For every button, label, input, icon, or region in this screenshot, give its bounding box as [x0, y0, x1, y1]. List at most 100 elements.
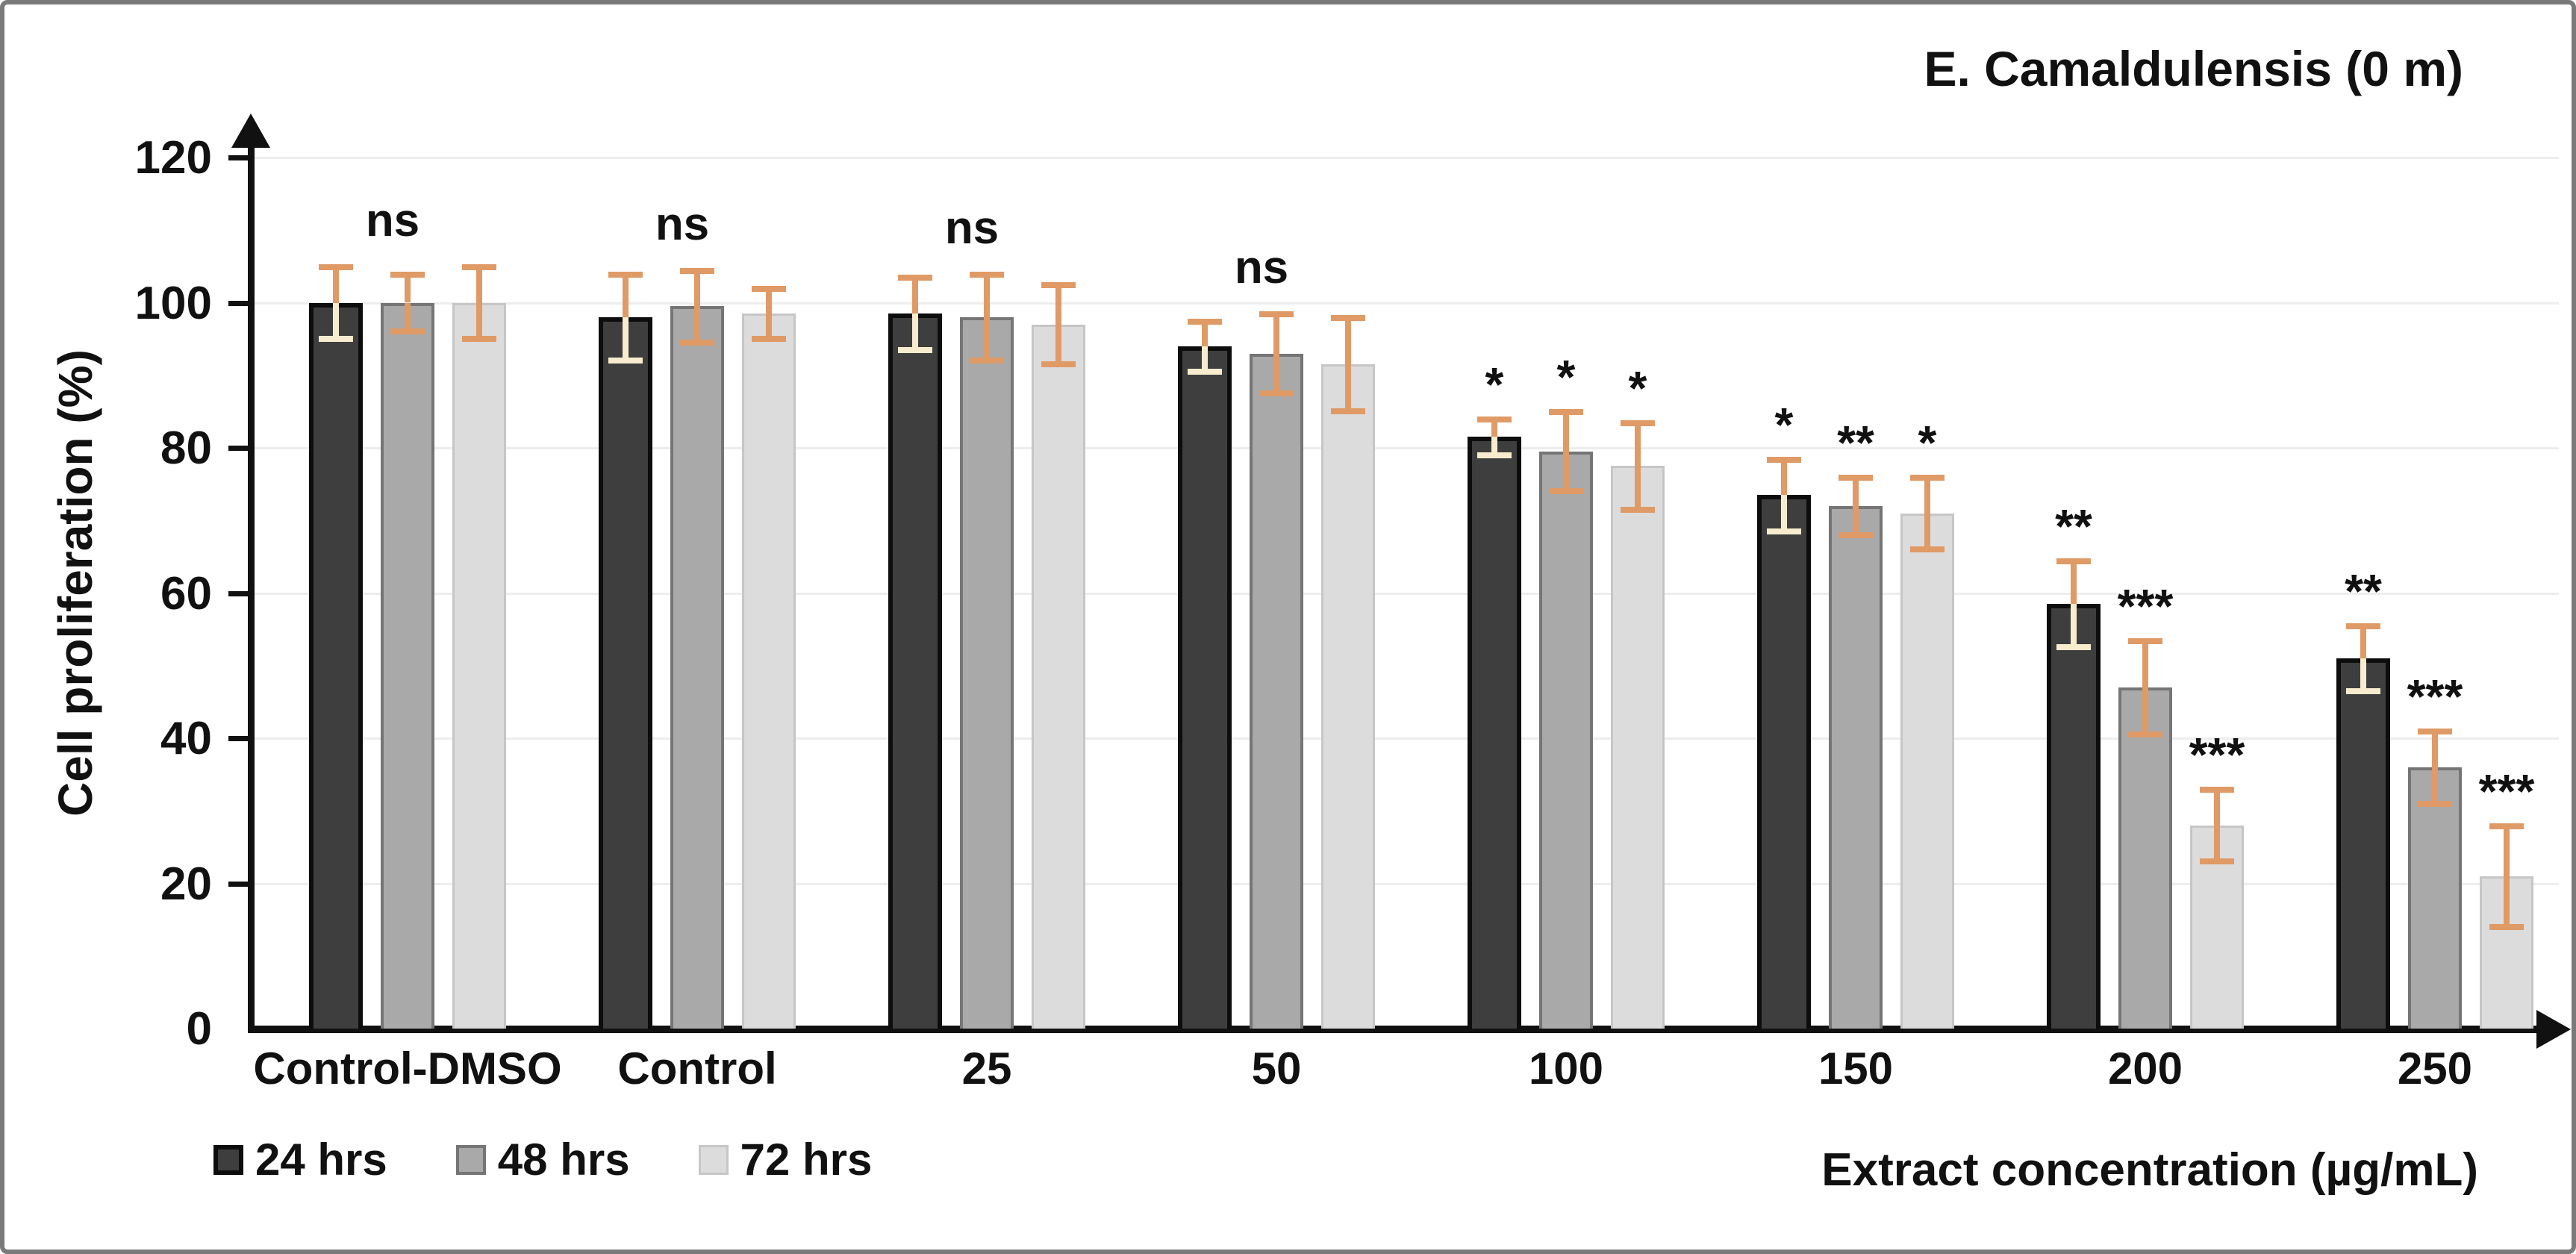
- error-bar-cap-bottom: [1188, 368, 1222, 375]
- bar-24hrs-Control: [599, 316, 652, 1029]
- error-bar-upper: [1563, 411, 1569, 452]
- error-bar-lower: [1781, 495, 1787, 531]
- x-tick-label: 50: [1251, 1044, 1302, 1094]
- gridline: [251, 882, 2559, 885]
- error-bar-lower: [912, 314, 918, 350]
- error-bar-lower: [623, 316, 629, 361]
- error-bar-upper: [405, 273, 411, 303]
- error-bar-upper: [2360, 626, 2366, 658]
- x-axis-title: Extract concentration (µg/mL): [1821, 1144, 2478, 1196]
- bar-48hrs-100: [1539, 451, 1593, 1029]
- error-bar-cap-top: [2128, 637, 2162, 644]
- error-bar-cap-bottom: [2128, 732, 2162, 738]
- y-tick: [228, 300, 251, 306]
- gridline: [251, 592, 2559, 595]
- error-bar-upper: [1055, 284, 1061, 325]
- bar-48hrs-50: [1250, 353, 1303, 1029]
- bar-48hrs-Control: [670, 306, 724, 1029]
- legend-swatch-icon: [698, 1145, 729, 1175]
- error-bar-cap-bottom: [608, 358, 643, 364]
- error-bar-upper: [2432, 731, 2438, 767]
- error-bar-lower: [2071, 604, 2077, 648]
- error-bar-cap-bottom: [1549, 488, 1583, 495]
- significance-stars: **: [1837, 415, 1874, 470]
- legend-label: 72 hrs: [740, 1135, 873, 1185]
- significance-stars: ***: [2407, 670, 2463, 724]
- error-bar-cap-bottom: [970, 358, 1004, 364]
- bar-72hrs-25: [1032, 324, 1085, 1029]
- error-bar-cap-top: [390, 271, 425, 278]
- error-bar-cap-bottom: [319, 336, 353, 343]
- bar-24hrs-25: [888, 314, 942, 1029]
- y-tick-label: 120: [134, 132, 212, 184]
- gridline: [251, 157, 2559, 159]
- y-tick: [228, 446, 251, 451]
- error-bar-lower: [2504, 876, 2510, 927]
- error-bar-lower: [1853, 505, 1859, 535]
- error-bar-lower: [1491, 437, 1497, 455]
- y-tick: [228, 590, 251, 596]
- y-tick: [228, 155, 251, 160]
- error-bar-cap-top: [1041, 282, 1076, 289]
- x-axis-line: [248, 1026, 2536, 1033]
- y-tick: [228, 736, 251, 741]
- plot-area: 0 20 40 60 80 100 120 ns Control-DMSO ns Control ns…: [4, 4, 2572, 1250]
- x-tick-label: Control: [617, 1044, 777, 1094]
- legend-swatch-icon: [455, 1145, 486, 1175]
- significance-stars: ***: [2478, 764, 2535, 818]
- legend-label: 48 hrs: [497, 1135, 630, 1185]
- y-tick: [228, 881, 251, 887]
- significance-ns: ns: [1234, 242, 1289, 294]
- error-bar-upper: [333, 266, 339, 303]
- error-bar-lower: [405, 302, 411, 332]
- x-tick-label: Control-DMSO: [253, 1044, 562, 1094]
- error-bar-lower: [984, 316, 990, 361]
- error-bar-cap-top: [1259, 311, 1294, 318]
- error-bar-cap-bottom: [2056, 644, 2091, 651]
- legend-label: 24 hrs: [255, 1135, 387, 1185]
- significance-stars: ***: [2117, 578, 2174, 633]
- error-bar-cap-bottom: [2418, 800, 2452, 807]
- error-bar-cap-top: [2489, 823, 2524, 829]
- error-bar-cap-top: [319, 263, 353, 270]
- error-bar-lower: [2214, 825, 2220, 862]
- error-bar-cap-bottom: [1477, 452, 1512, 458]
- error-bar-lower: [2432, 767, 2438, 804]
- error-bar-cap-top: [2200, 787, 2234, 793]
- significance-stars: *: [1556, 350, 1576, 405]
- error-bar-cap-bottom: [1839, 531, 1873, 538]
- significance-stars: *: [1918, 415, 1937, 470]
- x-tick-label: 150: [1818, 1044, 1894, 1094]
- bar-72hrs-50: [1321, 364, 1375, 1029]
- error-bar-upper: [2504, 825, 2510, 876]
- bar-48hrs-150: [1829, 505, 1883, 1029]
- bar-24hrs-250: [2336, 658, 2390, 1029]
- error-bar-cap-top: [2346, 623, 2380, 630]
- bar-72hrs-100: [1611, 466, 1665, 1029]
- significance-stars: *: [1628, 361, 1647, 415]
- error-bar-lower: [766, 314, 772, 340]
- error-bar-cap-bottom: [1259, 390, 1294, 397]
- gridline: [251, 447, 2559, 449]
- bar-72hrs-150: [1900, 513, 1954, 1029]
- error-bar-upper: [766, 288, 772, 314]
- error-bar-lower: [1202, 346, 1208, 372]
- error-bar-cap-top: [1549, 409, 1583, 416]
- x-tick-label: 100: [1528, 1044, 1604, 1094]
- error-bar-upper: [1924, 476, 1930, 514]
- bar-72hrs-200: [2190, 825, 2244, 1029]
- error-bar-cap-bottom: [1767, 528, 1801, 534]
- error-bar-upper: [984, 273, 990, 317]
- error-bar-cap-bottom: [752, 336, 786, 343]
- error-bar-cap-bottom: [2346, 687, 2380, 694]
- bar-72hrs-Control-DMSO: [452, 302, 506, 1029]
- x-axis-arrow-icon: [2536, 1010, 2571, 1049]
- error-bar-cap-top: [898, 275, 932, 281]
- error-bar-cap-top: [1477, 417, 1512, 423]
- error-bar-cap-bottom: [390, 328, 425, 335]
- error-bar-cap-bottom: [1041, 361, 1076, 368]
- legend-item: 24 hrs: [213, 1138, 387, 1182]
- error-bar-lower: [1635, 466, 1641, 510]
- y-tick-label: 60: [160, 567, 212, 620]
